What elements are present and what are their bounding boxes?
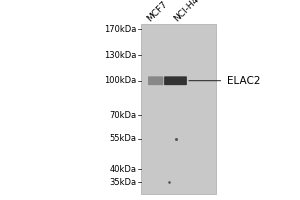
Text: 40kDa: 40kDa bbox=[110, 165, 136, 174]
FancyBboxPatch shape bbox=[141, 24, 216, 194]
Text: NCI-H460: NCI-H460 bbox=[172, 0, 209, 23]
Text: 70kDa: 70kDa bbox=[110, 111, 136, 120]
FancyBboxPatch shape bbox=[164, 76, 187, 85]
Text: 100kDa: 100kDa bbox=[104, 76, 136, 85]
Text: 55kDa: 55kDa bbox=[110, 134, 136, 143]
Text: 170kDa: 170kDa bbox=[104, 25, 136, 34]
Text: 35kDa: 35kDa bbox=[110, 178, 136, 187]
FancyBboxPatch shape bbox=[148, 76, 163, 85]
Text: ELAC2: ELAC2 bbox=[226, 76, 260, 86]
Text: MCF7: MCF7 bbox=[145, 0, 169, 23]
Text: 130kDa: 130kDa bbox=[104, 51, 136, 60]
